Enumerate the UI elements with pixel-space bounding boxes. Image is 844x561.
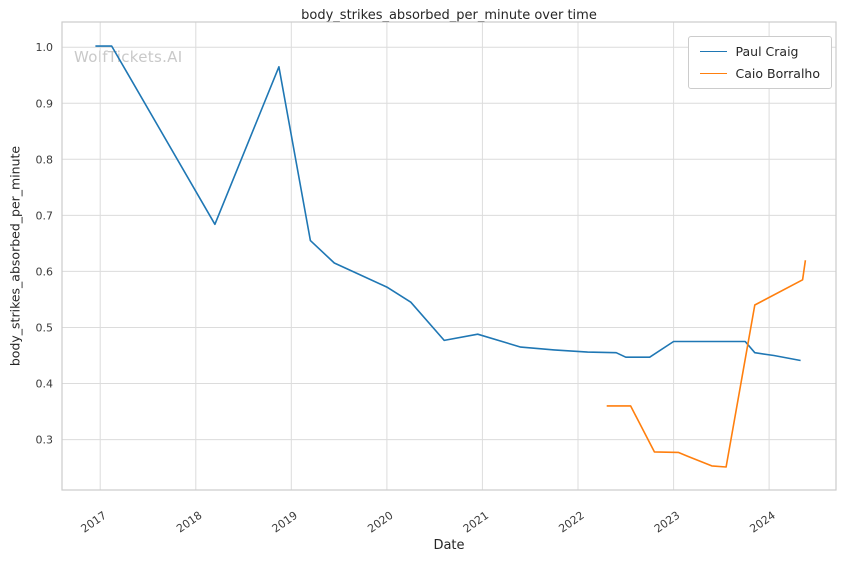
x-tick-label: 2023: [652, 509, 682, 536]
y-tick-label: 0.6: [36, 265, 54, 278]
x-tick-label: 2020: [365, 509, 395, 536]
legend-line-icon: [699, 73, 727, 74]
legend-entry-caio-borralho: Caio Borralho: [699, 66, 820, 81]
legend-entry-paul-craig: Paul Craig: [699, 44, 820, 59]
y-tick-label: 0.5: [36, 322, 54, 335]
y-axis-label: body_strikes_absorbed_per_minute: [7, 145, 23, 367]
legend-label: Caio Borralho: [735, 66, 820, 81]
x-tick-label: 2024: [747, 509, 777, 536]
x-tick-label: 2019: [270, 509, 300, 536]
y-tick-label: 0.8: [36, 153, 54, 166]
chart-title: body_strikes_absorbed_per_minute over ti…: [301, 8, 597, 23]
x-tick-label: 2022: [556, 509, 586, 536]
legend: Paul Craig Caio Borralho: [687, 36, 832, 89]
plot-border: [61, 21, 837, 491]
legend-line-icon: [699, 51, 727, 52]
y-tick-label: 1.0: [36, 41, 54, 54]
x-tick-label: 2017: [79, 509, 109, 536]
y-tick-label: 0.9: [36, 97, 54, 110]
series-line-caio-borralho: [606, 260, 807, 468]
series-line-paul-craig: [95, 45, 801, 362]
x-axis-label: Date: [433, 538, 465, 553]
y-tick-label: 0.7: [36, 209, 54, 222]
x-tick-label: 2018: [174, 509, 204, 536]
y-tick-label: 0.4: [36, 378, 54, 391]
y-tick-label: 0.3: [36, 434, 54, 447]
legend-label: Paul Craig: [735, 44, 799, 59]
x-tick-label: 2021: [461, 509, 491, 536]
watermark: WolfTickets.AI: [74, 48, 183, 66]
